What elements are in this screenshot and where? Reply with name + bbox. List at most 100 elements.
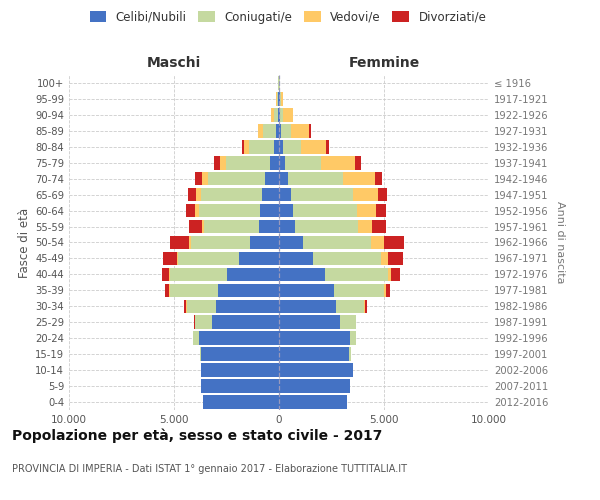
Bar xyxy=(279,156,286,170)
Bar xyxy=(293,204,358,218)
Bar xyxy=(279,188,291,202)
Bar xyxy=(277,92,278,106)
Text: Femmine: Femmine xyxy=(349,56,419,70)
Bar xyxy=(336,300,364,313)
Bar xyxy=(376,204,386,218)
Bar xyxy=(260,204,279,218)
Bar xyxy=(279,316,340,329)
Bar xyxy=(343,172,374,186)
Bar xyxy=(199,204,260,218)
Bar xyxy=(353,188,379,202)
Bar xyxy=(202,220,205,234)
Bar xyxy=(384,236,404,250)
Bar xyxy=(281,124,290,138)
Bar xyxy=(169,268,170,281)
Bar xyxy=(364,300,365,313)
Bar xyxy=(202,364,279,377)
Bar xyxy=(186,204,196,218)
Bar xyxy=(321,156,355,170)
Bar xyxy=(242,140,244,153)
Bar xyxy=(279,284,334,297)
Bar xyxy=(170,268,227,281)
Bar xyxy=(365,300,367,313)
Bar xyxy=(177,252,178,265)
Bar xyxy=(205,220,259,234)
Bar xyxy=(189,236,191,250)
Bar xyxy=(194,316,195,329)
Bar xyxy=(358,220,372,234)
Bar xyxy=(301,140,326,153)
Bar xyxy=(259,220,279,234)
Bar xyxy=(310,124,311,138)
Bar xyxy=(163,252,177,265)
Bar xyxy=(295,220,358,234)
Bar xyxy=(349,348,350,361)
Bar xyxy=(161,268,169,281)
Bar xyxy=(184,300,187,313)
Bar xyxy=(280,108,283,122)
Bar xyxy=(195,316,212,329)
Bar xyxy=(265,172,279,186)
Bar xyxy=(281,92,283,106)
Text: Maschi: Maschi xyxy=(147,56,201,70)
Bar xyxy=(216,300,279,313)
Bar xyxy=(350,332,356,345)
Bar xyxy=(286,156,321,170)
Bar xyxy=(259,124,263,138)
Bar xyxy=(372,220,386,234)
Bar xyxy=(191,236,250,250)
Bar xyxy=(278,92,279,106)
Bar xyxy=(226,156,270,170)
Bar xyxy=(249,140,274,153)
Bar xyxy=(279,364,353,377)
Bar xyxy=(220,156,226,170)
Bar xyxy=(374,172,382,186)
Bar xyxy=(313,252,381,265)
Bar xyxy=(371,236,384,250)
Bar xyxy=(170,236,189,250)
Bar xyxy=(325,268,388,281)
Bar xyxy=(199,332,279,345)
Bar xyxy=(202,380,279,393)
Text: Popolazione per età, sesso e stato civile - 2017: Popolazione per età, sesso e stato civil… xyxy=(12,428,382,443)
Bar xyxy=(189,220,202,234)
Bar xyxy=(279,348,349,361)
Bar xyxy=(283,140,301,153)
Bar xyxy=(279,108,280,122)
Bar xyxy=(263,124,276,138)
Bar xyxy=(391,268,400,281)
Bar xyxy=(355,156,361,170)
Bar xyxy=(214,156,220,170)
Bar xyxy=(326,140,329,153)
Bar xyxy=(379,188,387,202)
Bar xyxy=(280,92,281,106)
Bar xyxy=(381,252,388,265)
Bar xyxy=(274,140,279,153)
Bar xyxy=(291,188,353,202)
Bar xyxy=(279,268,325,281)
Bar xyxy=(218,284,279,297)
Y-axis label: Anni di nascita: Anni di nascita xyxy=(555,201,565,284)
Bar xyxy=(257,124,259,138)
Y-axis label: Fasce di età: Fasce di età xyxy=(18,208,31,278)
Bar xyxy=(202,348,279,361)
Bar xyxy=(276,92,277,106)
Bar xyxy=(279,395,347,409)
Bar xyxy=(203,395,279,409)
Bar xyxy=(276,124,279,138)
Bar xyxy=(358,204,376,218)
Bar xyxy=(279,236,303,250)
Bar xyxy=(279,204,293,218)
Bar xyxy=(178,252,239,265)
Bar xyxy=(290,124,310,138)
Bar xyxy=(388,268,391,281)
Bar xyxy=(279,220,295,234)
Bar xyxy=(196,204,199,218)
Bar xyxy=(279,92,280,106)
Bar xyxy=(262,188,279,202)
Bar xyxy=(388,252,403,265)
Bar xyxy=(239,252,279,265)
Legend: Celibi/Nubili, Coniugati/e, Vedovi/e, Divorziati/e: Celibi/Nubili, Coniugati/e, Vedovi/e, Di… xyxy=(85,6,491,28)
Bar xyxy=(170,284,218,297)
Bar xyxy=(165,284,169,297)
